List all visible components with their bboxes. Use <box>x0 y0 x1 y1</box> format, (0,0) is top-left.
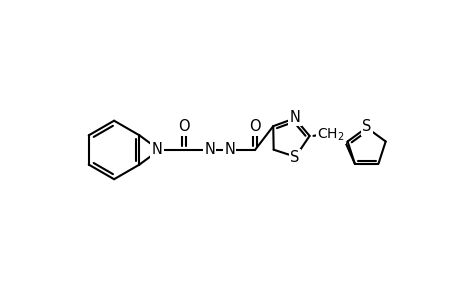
Text: S: S <box>361 119 370 134</box>
Text: N: N <box>224 142 235 158</box>
Text: N: N <box>289 110 300 125</box>
Text: N: N <box>204 142 214 158</box>
Text: S: S <box>290 150 299 165</box>
Text: O: O <box>249 119 260 134</box>
Text: N: N <box>151 142 162 158</box>
Text: CH$_2$: CH$_2$ <box>317 126 344 142</box>
Text: O: O <box>178 119 190 134</box>
